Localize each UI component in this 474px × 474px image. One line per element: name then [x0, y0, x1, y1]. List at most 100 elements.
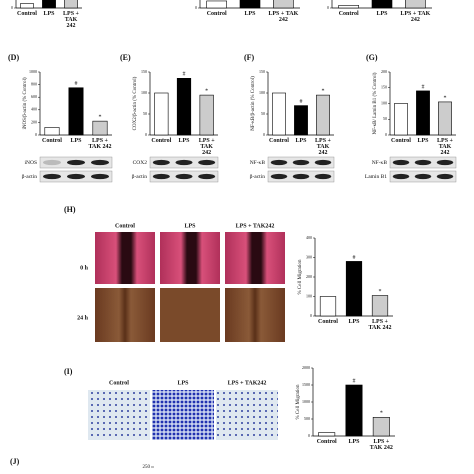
- bar: [372, 416, 390, 437]
- significance-mark: #: [183, 72, 186, 78]
- blot-band: [392, 159, 410, 166]
- image: [225, 288, 285, 342]
- x-tick-label: LPS + TAK 242: [400, 11, 431, 23]
- bar: [206, 0, 227, 9]
- y-tick-label: 100: [306, 293, 312, 298]
- bar: [272, 92, 286, 136]
- bar: [318, 432, 336, 437]
- blot-band: [436, 173, 454, 180]
- x-tick-label: LPS: [70, 138, 82, 144]
- bar: [405, 0, 426, 9]
- x-tick-label: LPS: [376, 11, 388, 17]
- bar: [64, 0, 78, 9]
- y-axis-label: iNOS/β-actin (% Control): [23, 77, 28, 129]
- bar: [68, 87, 84, 136]
- y-tick-label: 0: [308, 433, 310, 438]
- significance-mark: *: [444, 95, 447, 101]
- blot-band: [67, 159, 85, 166]
- bar: [294, 105, 308, 136]
- y-tick-label: 800: [31, 82, 37, 87]
- y-tick-label: 1000: [302, 399, 310, 404]
- blot-label: β-actin: [22, 174, 38, 180]
- significance-mark: #: [300, 99, 303, 105]
- bar: [338, 5, 359, 9]
- image: [216, 390, 278, 440]
- bar: [416, 90, 430, 136]
- x-tick-label: LPS: [295, 138, 307, 144]
- blot-label: Lamin B1: [365, 174, 387, 180]
- blot-label: COX2: [133, 160, 148, 166]
- blot-band: [392, 173, 410, 180]
- column-label: LPS + TAK242: [228, 380, 267, 386]
- blot-band: [198, 159, 216, 166]
- y-tick-label: 600: [31, 94, 37, 99]
- y-tick-label: 0: [145, 132, 147, 137]
- panel-label: (J): [10, 457, 20, 466]
- y-tick-label: 100: [381, 100, 387, 105]
- x-tick-label: LPS: [417, 138, 429, 144]
- significance-mark: #: [75, 81, 78, 87]
- blot-label: β-actin: [250, 174, 266, 180]
- y-tick-label: 250: [143, 465, 151, 470]
- blot-band: [270, 159, 288, 166]
- column-label: LPS: [184, 223, 196, 229]
- x-tick-label: Control: [42, 138, 62, 144]
- y-axis-label: % Cell Migration: [296, 384, 301, 419]
- x-tick-label: LPS: [244, 11, 256, 17]
- bar: [345, 384, 363, 437]
- x-tick-label: LPS: [178, 138, 190, 144]
- bar: [316, 94, 330, 136]
- blot-band: [292, 159, 310, 166]
- blot-band: [292, 173, 310, 180]
- x-tick-label: LPS + TAK 242: [369, 439, 393, 451]
- blot-label: NF-κB: [372, 160, 388, 166]
- x-tick-label: LPS + TAK 242: [63, 11, 79, 29]
- x-tick-label: Control: [206, 11, 227, 17]
- blot-band: [314, 173, 332, 180]
- blot-band: [198, 173, 216, 180]
- image: [152, 390, 214, 440]
- panel-label: (D): [8, 53, 19, 62]
- bar: [199, 94, 214, 136]
- image: [95, 232, 155, 284]
- y-tick-label: 100: [259, 90, 265, 95]
- blot-band: [91, 173, 109, 180]
- y-tick-label: 200: [31, 119, 37, 124]
- panel-label: (I): [64, 367, 73, 376]
- significance-mark: #: [353, 378, 356, 384]
- bar: [438, 101, 452, 136]
- y-tick-label: 200: [381, 69, 387, 74]
- y-tick-label: 50: [143, 111, 147, 116]
- y-tick-label: 100: [141, 90, 147, 95]
- x-tick-label: LPS + TAK 242: [437, 138, 453, 156]
- y-tick-label: 150: [141, 69, 147, 74]
- blot-label: iNOS: [24, 160, 37, 166]
- panel-label: (H): [64, 205, 76, 214]
- blot-label: NF-κB: [250, 160, 266, 166]
- x-tick-label: LPS + TAK 242: [88, 138, 112, 150]
- significance-mark: *: [379, 289, 382, 295]
- x-tick-label: Control: [316, 439, 337, 445]
- y-tick-label: 0: [263, 132, 265, 137]
- bar: [319, 296, 337, 317]
- y-tick-label: 200: [306, 274, 312, 279]
- x-tick-label: Control: [269, 138, 289, 144]
- image: [160, 288, 220, 342]
- significance-mark: *: [380, 411, 383, 417]
- image: [88, 390, 150, 440]
- x-tick-label: Control: [151, 138, 172, 144]
- significance-mark: #: [422, 84, 425, 90]
- y-tick-label: 0: [310, 313, 312, 318]
- row-label: 24 h: [77, 315, 89, 321]
- image: [95, 288, 155, 342]
- bar: [371, 0, 393, 9]
- column-label: Control: [109, 380, 129, 386]
- bar: [20, 3, 34, 9]
- image: [225, 232, 285, 284]
- x-tick-label: LPS: [348, 439, 360, 445]
- y-tick-label: 0: [385, 132, 387, 137]
- bar: [176, 78, 192, 136]
- column-label: LPS + TAK242: [236, 223, 275, 229]
- y-tick-label: 0: [327, 5, 329, 10]
